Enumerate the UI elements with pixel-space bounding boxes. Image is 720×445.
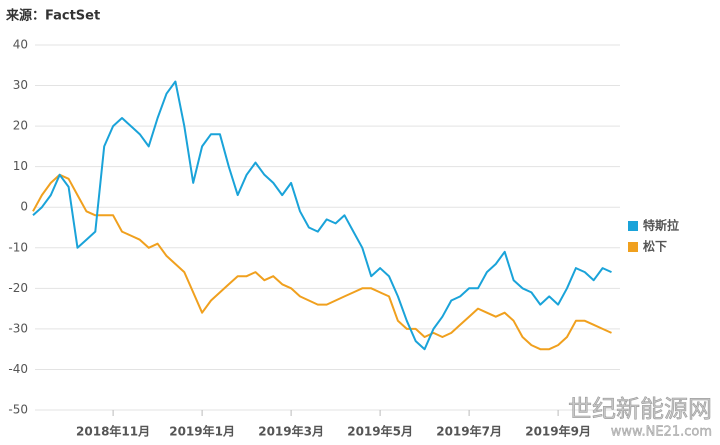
x-tick-label: 2019年7月 — [436, 424, 502, 439]
y-tick-label: 10 — [13, 159, 28, 173]
source: 来源：FactSet — [5, 8, 100, 24]
line-series — [32, 80, 612, 351]
y-tick-label: -20 — [8, 281, 28, 295]
y-tick-label: -30 — [8, 321, 28, 335]
x-tick-label: 2019年3月 — [258, 424, 324, 439]
y-tick-label: -40 — [8, 362, 28, 376]
y-tick-label: -10 — [8, 240, 28, 254]
watermark-url: www.NE21.com — [611, 425, 712, 440]
x-tick-label: 2018年11月 — [76, 424, 150, 439]
legend-swatch — [628, 221, 638, 231]
x-tick-label: 2019年9月 — [525, 424, 591, 439]
legend-label: 松下 — [643, 239, 667, 254]
y-tick-label: 30 — [13, 78, 28, 92]
watermark: 世纪新能源网 — [568, 395, 712, 423]
legend-label: 特斯拉 — [643, 218, 679, 233]
y-tick-label: 20 — [13, 119, 28, 133]
y-tick-label: -50 — [8, 403, 28, 417]
legend-swatch — [628, 242, 638, 252]
x-tick-label: 2019年1月 — [169, 424, 235, 439]
y-tick-label: 40 — [13, 38, 28, 52]
x-tick-label: 2019年5月 — [347, 424, 413, 439]
y-tick-label: 0 — [20, 200, 28, 214]
line-series — [32, 173, 612, 351]
